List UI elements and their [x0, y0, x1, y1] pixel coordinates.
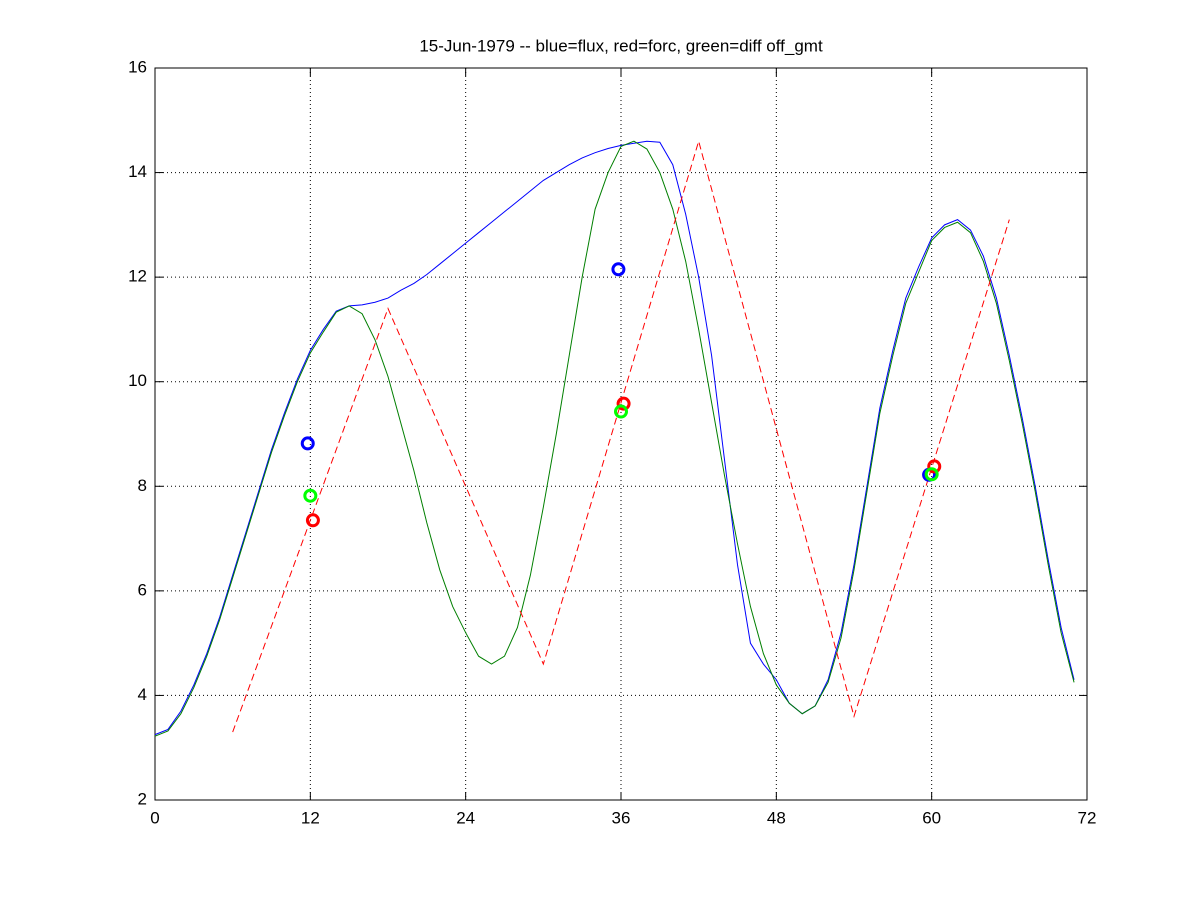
marker [614, 404, 628, 419]
x-tick-label: 0 [150, 808, 159, 827]
marker [611, 262, 626, 277]
y-tick-label: 14 [128, 162, 147, 181]
marker [305, 513, 320, 528]
series-line [154, 140, 1075, 737]
y-tick-label: 8 [138, 476, 147, 495]
series-line [232, 139, 1010, 733]
marker [924, 467, 939, 482]
y-tick-label: 12 [128, 267, 147, 286]
series-line [154, 140, 1075, 736]
x-tick-label: 36 [612, 808, 631, 827]
y-tick-label: 10 [128, 371, 147, 390]
x-tick-label: 24 [456, 808, 475, 827]
y-tick-label: 2 [138, 789, 147, 808]
marker [616, 396, 631, 411]
x-tick-label: 60 [922, 808, 941, 827]
x-tick-label: 48 [767, 808, 786, 827]
chart-title: 15-Jun-1979 -- blue=flux, red=forc, gree… [419, 36, 823, 55]
x-tick-label: 12 [301, 808, 320, 827]
marker [303, 488, 318, 503]
y-tick-label: 4 [138, 685, 147, 704]
y-tick-label: 16 [128, 57, 147, 76]
y-tick-label: 6 [138, 580, 147, 599]
x-tick-label: 72 [1078, 808, 1097, 827]
plot-frame [154, 67, 1088, 801]
marker [927, 459, 942, 474]
marker [300, 436, 315, 451]
